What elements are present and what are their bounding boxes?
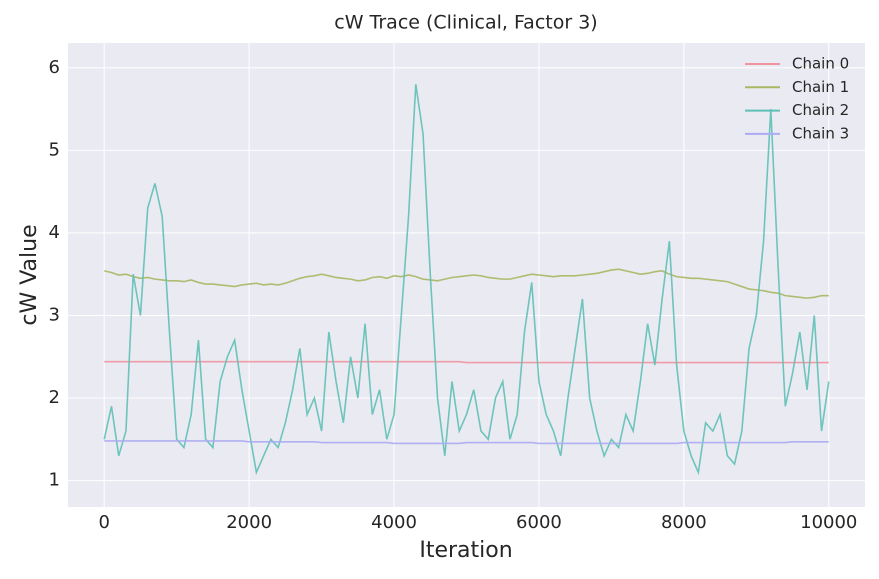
y-tick-label: 1 <box>49 470 60 491</box>
x-tick-label: 0 <box>99 512 110 533</box>
series-line <box>104 268 829 299</box>
x-axis-label: Iteration <box>419 538 512 563</box>
plot-area <box>68 43 865 507</box>
legend-label: Chain 0 <box>792 55 849 73</box>
y-tick-label: 5 <box>49 139 60 160</box>
x-tick-label: 4000 <box>371 512 417 533</box>
x-tick-label: 8000 <box>661 512 707 533</box>
y-tick-label: 6 <box>49 57 60 78</box>
y-tick-label: 2 <box>49 387 60 408</box>
legend-label: Chain 1 <box>792 78 849 96</box>
series-line <box>103 84 830 476</box>
chart-title: cW Trace (Clinical, Factor 3) <box>334 12 597 34</box>
y-tick-label: 4 <box>49 222 60 243</box>
y-axis-label: cW Value <box>17 224 42 325</box>
x-tick-label: 10000 <box>800 512 857 533</box>
y-tick-label: 3 <box>49 304 60 325</box>
legend-label: Chain 3 <box>792 124 849 142</box>
series-line <box>104 360 829 364</box>
x-tick-label: 2000 <box>226 512 272 533</box>
x-tick-label: 6000 <box>516 512 562 533</box>
legend-label: Chain 2 <box>792 101 849 119</box>
series-line <box>104 440 829 445</box>
